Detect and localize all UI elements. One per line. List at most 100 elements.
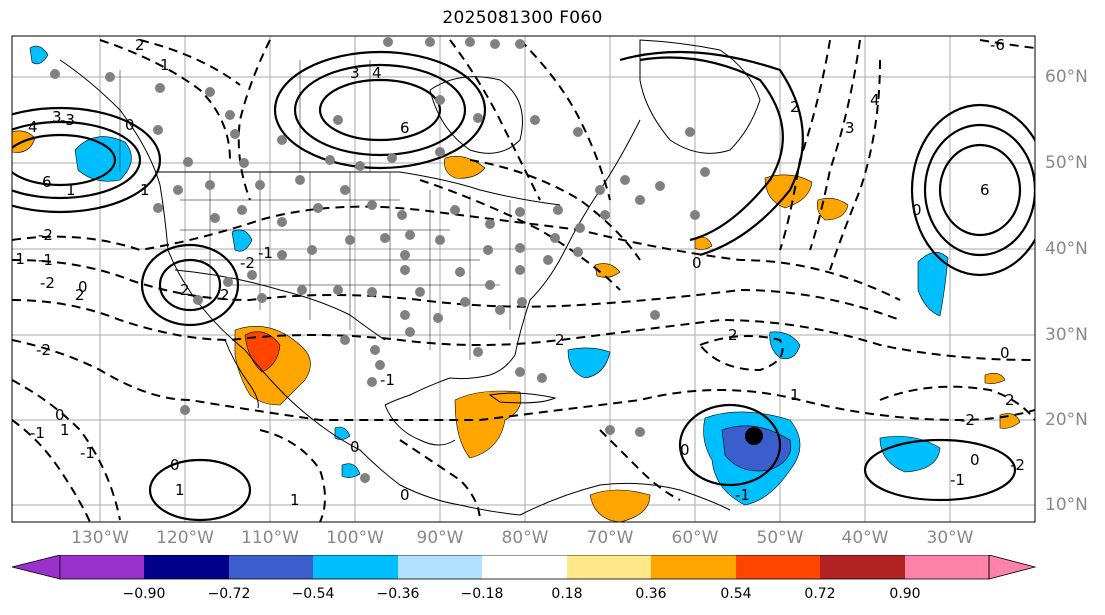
colorbar-seg bbox=[820, 555, 905, 579]
contour-label: 0 bbox=[170, 456, 180, 474]
colorbar-tick-label: 0.18 bbox=[551, 586, 583, 602]
lon-label: 60°W bbox=[671, 528, 719, 548]
contour-label: 1 bbox=[160, 56, 170, 74]
colorbar-seg bbox=[651, 555, 736, 579]
storm-center-marker bbox=[745, 427, 763, 445]
colorbar-seg bbox=[60, 555, 144, 579]
contour-label: 0 bbox=[55, 406, 65, 424]
shaded-anomalies bbox=[12, 45, 1021, 522]
contour-label: 0 bbox=[912, 201, 922, 219]
contour-label: 1 bbox=[140, 181, 150, 199]
cuba bbox=[488, 392, 557, 404]
contour-label: 0 bbox=[1000, 344, 1010, 362]
lon-label: 40°W bbox=[841, 528, 889, 548]
contour-label: 1 bbox=[790, 386, 800, 404]
dashed-contours bbox=[12, 39, 1035, 522]
state-borders bbox=[119, 60, 511, 360]
na-west-coast bbox=[59, 59, 521, 516]
contour-label: 2 bbox=[728, 326, 738, 344]
contour-label: 4 bbox=[372, 64, 382, 82]
lon-label: 50°W bbox=[756, 528, 804, 548]
lat-label: 10°N bbox=[1045, 495, 1088, 515]
gulf-coast bbox=[384, 404, 456, 446]
contour-label: -2 bbox=[1010, 456, 1025, 474]
contour-label: 0 bbox=[78, 278, 88, 296]
colorbar-seg bbox=[736, 555, 820, 579]
contour-label: 0 bbox=[680, 441, 690, 459]
hudson-bay bbox=[429, 76, 523, 154]
contour-label: -2 bbox=[960, 411, 975, 429]
colorbar-seg bbox=[567, 555, 651, 579]
na-east-coast bbox=[384, 119, 641, 406]
colorbar-seg bbox=[144, 555, 229, 579]
contour-label: 1 bbox=[290, 491, 300, 509]
lon-label: 80°W bbox=[501, 528, 549, 548]
contour-label: 3 bbox=[845, 119, 855, 137]
lon-label: 90°W bbox=[416, 528, 464, 548]
contour-label: -1 bbox=[38, 251, 53, 269]
lon-label: 130°W bbox=[71, 528, 129, 548]
shade-small-blue-3 bbox=[334, 426, 351, 440]
contour-label: -1 bbox=[380, 371, 395, 389]
contour-label: 1 bbox=[60, 421, 70, 439]
shade-sa-orange bbox=[589, 489, 651, 522]
colorbar-seg bbox=[482, 555, 567, 579]
contour-label: 1 bbox=[175, 481, 185, 499]
contour-labels: 1 2 3 4 6 -1 -2 -3 -6 0 1 2 2 1 6 4 3 2 … bbox=[10, 36, 1025, 509]
lon-label: 110°W bbox=[241, 528, 299, 548]
contour-label: 2 bbox=[790, 98, 800, 116]
contour-label: 0 bbox=[692, 254, 702, 272]
contour-label: -1 bbox=[30, 424, 45, 442]
contour-label: 6 bbox=[980, 181, 990, 199]
coastlines bbox=[59, 39, 761, 516]
station-dots bbox=[50, 37, 710, 483]
south-america-coast bbox=[519, 482, 731, 516]
colorbar-seg bbox=[905, 555, 989, 579]
canada-border bbox=[155, 171, 561, 206]
contour-label: -2 bbox=[36, 341, 51, 359]
colorbar-tick-label: −0.54 bbox=[291, 586, 335, 602]
lat-label: 30°N bbox=[1045, 325, 1088, 345]
weather-map: 1 2 3 4 6 -1 -2 -3 -6 0 1 2 2 1 6 4 3 2 … bbox=[10, 35, 1036, 523]
colorbar-seg bbox=[229, 555, 313, 579]
lon-label: 100°W bbox=[326, 528, 384, 548]
contour-label: -3 bbox=[60, 111, 75, 129]
shade-small-orange-east-2 bbox=[984, 373, 1006, 384]
lat-label: 20°N bbox=[1045, 410, 1088, 430]
contour-label: 2 bbox=[135, 36, 145, 54]
contour-label: 4 bbox=[28, 118, 38, 136]
contour-label: 0 bbox=[125, 116, 135, 134]
lat-label: 40°N bbox=[1045, 239, 1088, 259]
contour-label: -2 bbox=[240, 254, 255, 272]
lon-label: 70°W bbox=[586, 528, 634, 548]
contour-label: 6 bbox=[400, 119, 410, 137]
contour-label: 4 bbox=[870, 91, 880, 109]
contour-label: 6 bbox=[42, 173, 52, 191]
shade-atlantic-darkblue bbox=[721, 425, 792, 472]
baja bbox=[224, 339, 259, 409]
colorbar-tick-label: 0.72 bbox=[804, 586, 836, 602]
contour-label: -6 bbox=[990, 36, 1005, 54]
colorbar-tick-label: 0.36 bbox=[635, 586, 667, 602]
contour-label: -2 bbox=[38, 226, 53, 244]
colorbar-low-extend bbox=[11, 555, 61, 580]
colorbar-tick-label: −0.18 bbox=[460, 586, 504, 602]
lon-label: 120°W bbox=[156, 528, 214, 548]
contour-label: -1 bbox=[10, 250, 25, 268]
contour-label: -1 bbox=[258, 244, 273, 262]
shade-atl-orange-2 bbox=[817, 198, 849, 221]
shade-small-blue-2 bbox=[29, 45, 49, 65]
contour-label: -2 bbox=[40, 274, 55, 292]
colorbar-tick-label: 0.54 bbox=[720, 586, 752, 602]
lat-label: 50°N bbox=[1045, 153, 1088, 173]
contour-label: -1 bbox=[950, 471, 965, 489]
map-frame bbox=[11, 35, 1036, 523]
colorbar-high-extend bbox=[988, 555, 1037, 580]
shade-gulf-orange bbox=[454, 390, 522, 459]
contour-label: 2 bbox=[220, 286, 230, 304]
contour-label: 0 bbox=[400, 486, 410, 504]
contour-label: 2 bbox=[1005, 391, 1015, 409]
contour-label: 3 bbox=[350, 64, 360, 82]
lon-label: 30°W bbox=[926, 528, 974, 548]
contour-label: 2 bbox=[180, 281, 190, 299]
